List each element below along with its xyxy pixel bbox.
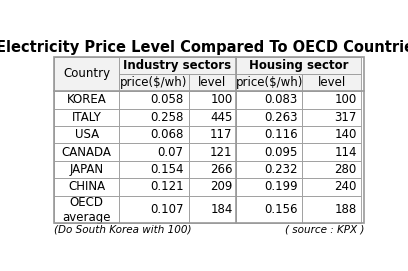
FancyBboxPatch shape: [302, 161, 361, 178]
Text: 0.263: 0.263: [264, 111, 298, 124]
Text: 0.116: 0.116: [264, 128, 298, 141]
FancyBboxPatch shape: [236, 91, 302, 109]
Text: 140: 140: [335, 128, 357, 141]
Text: CANADA: CANADA: [62, 146, 111, 159]
Text: 0.095: 0.095: [264, 146, 298, 159]
Text: 0.232: 0.232: [264, 163, 298, 176]
FancyBboxPatch shape: [188, 126, 236, 143]
FancyBboxPatch shape: [302, 196, 361, 224]
FancyBboxPatch shape: [236, 109, 302, 126]
Text: 188: 188: [335, 203, 357, 216]
FancyBboxPatch shape: [302, 74, 361, 91]
FancyBboxPatch shape: [236, 196, 302, 224]
Text: level: level: [198, 76, 226, 89]
FancyBboxPatch shape: [54, 196, 119, 224]
FancyBboxPatch shape: [119, 109, 188, 126]
Text: Housing sector: Housing sector: [249, 59, 348, 72]
Text: Industry sectors: Industry sectors: [123, 59, 232, 72]
Text: 0.107: 0.107: [150, 203, 184, 216]
Text: KOREA: KOREA: [67, 93, 106, 107]
Text: price($/wh): price($/wh): [235, 76, 303, 89]
Text: 0.083: 0.083: [264, 93, 298, 107]
FancyBboxPatch shape: [54, 126, 119, 143]
Text: 0.068: 0.068: [150, 128, 184, 141]
Text: 184: 184: [210, 203, 233, 216]
Text: level: level: [317, 76, 346, 89]
FancyBboxPatch shape: [188, 196, 236, 224]
Text: 266: 266: [210, 163, 233, 176]
Text: ( source : KPX ): ( source : KPX ): [285, 225, 364, 235]
FancyBboxPatch shape: [119, 161, 188, 178]
Text: Electricity Price Level Compared To OECD Countries: Electricity Price Level Compared To OECD…: [0, 40, 408, 55]
Text: 0.156: 0.156: [264, 203, 298, 216]
Text: 209: 209: [210, 180, 233, 193]
Text: 117: 117: [210, 128, 233, 141]
FancyBboxPatch shape: [302, 126, 361, 143]
FancyBboxPatch shape: [119, 178, 188, 196]
Text: 100: 100: [335, 93, 357, 107]
Text: CHINA: CHINA: [68, 180, 105, 193]
FancyBboxPatch shape: [236, 178, 302, 196]
Text: 317: 317: [335, 111, 357, 124]
FancyBboxPatch shape: [302, 109, 361, 126]
Text: 100: 100: [211, 93, 233, 107]
Text: 121: 121: [210, 146, 233, 159]
FancyBboxPatch shape: [188, 109, 236, 126]
FancyBboxPatch shape: [54, 178, 119, 196]
FancyBboxPatch shape: [302, 178, 361, 196]
FancyBboxPatch shape: [188, 161, 236, 178]
FancyBboxPatch shape: [236, 126, 302, 143]
FancyBboxPatch shape: [119, 196, 188, 224]
FancyBboxPatch shape: [54, 161, 119, 178]
Text: (Do South Korea with 100): (Do South Korea with 100): [54, 225, 192, 235]
FancyBboxPatch shape: [54, 57, 119, 91]
FancyBboxPatch shape: [119, 57, 236, 74]
FancyBboxPatch shape: [236, 74, 302, 91]
Text: 280: 280: [335, 163, 357, 176]
Text: 0.058: 0.058: [151, 93, 184, 107]
Text: 445: 445: [210, 111, 233, 124]
FancyBboxPatch shape: [119, 143, 188, 161]
FancyBboxPatch shape: [302, 143, 361, 161]
FancyBboxPatch shape: [236, 161, 302, 178]
FancyBboxPatch shape: [236, 143, 302, 161]
Text: ITALY: ITALY: [72, 111, 102, 124]
FancyBboxPatch shape: [302, 91, 361, 109]
Text: 0.199: 0.199: [264, 180, 298, 193]
FancyBboxPatch shape: [119, 91, 188, 109]
Text: JAPAN: JAPAN: [69, 163, 104, 176]
Text: Country: Country: [63, 67, 110, 80]
FancyBboxPatch shape: [54, 91, 119, 109]
FancyBboxPatch shape: [188, 178, 236, 196]
Text: 240: 240: [335, 180, 357, 193]
FancyBboxPatch shape: [188, 74, 236, 91]
FancyBboxPatch shape: [188, 91, 236, 109]
FancyBboxPatch shape: [54, 143, 119, 161]
FancyBboxPatch shape: [119, 126, 188, 143]
FancyBboxPatch shape: [119, 74, 188, 91]
FancyBboxPatch shape: [188, 143, 236, 161]
Text: 0.154: 0.154: [150, 163, 184, 176]
Text: 0.121: 0.121: [150, 180, 184, 193]
FancyBboxPatch shape: [54, 109, 119, 126]
Text: 0.258: 0.258: [150, 111, 184, 124]
FancyBboxPatch shape: [236, 57, 361, 74]
Text: OECD
average: OECD average: [62, 196, 111, 224]
Text: 114: 114: [334, 146, 357, 159]
Text: USA: USA: [75, 128, 99, 141]
Text: price($/wh): price($/wh): [120, 76, 187, 89]
Text: 0.07: 0.07: [157, 146, 184, 159]
